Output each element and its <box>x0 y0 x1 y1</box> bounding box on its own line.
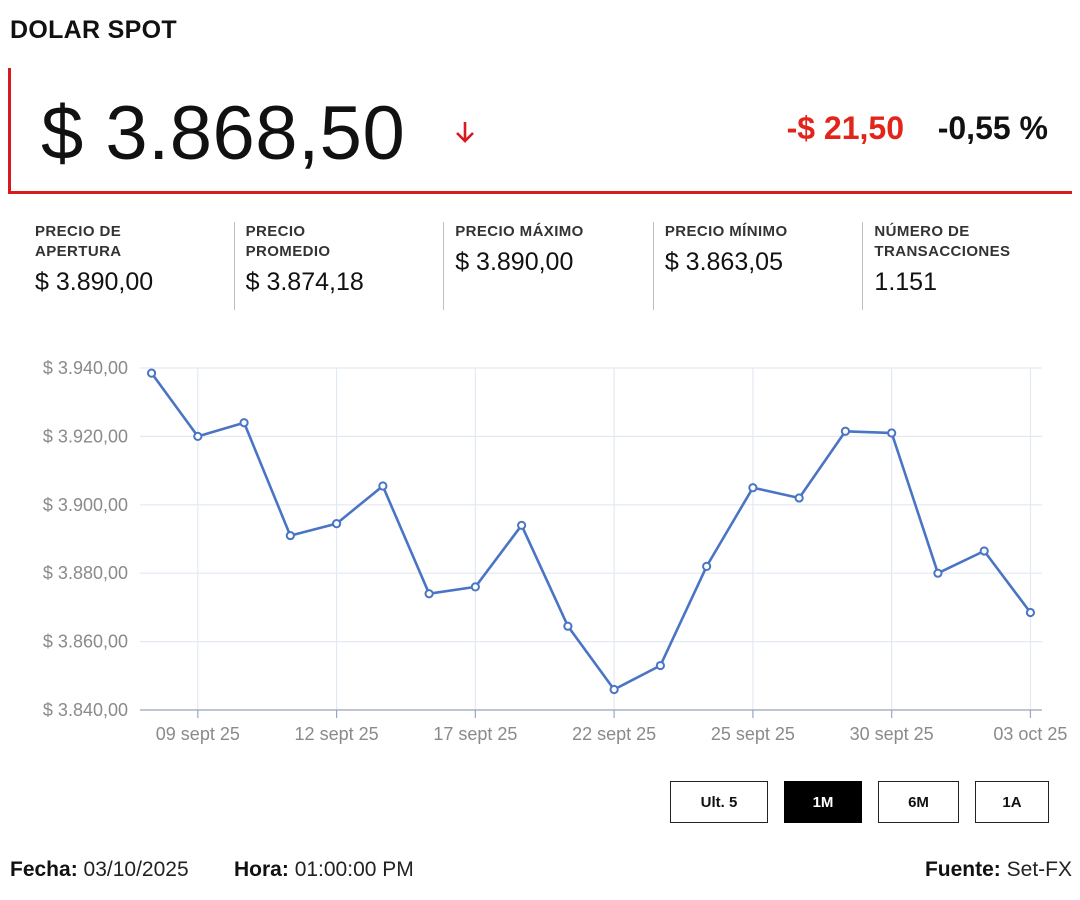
series-line <box>150 372 1032 691</box>
data-point <box>517 520 527 530</box>
stat-value: $ 3.890,00 <box>455 248 574 276</box>
x-tick-label: 22 sept 25 <box>572 724 656 744</box>
data-point <box>563 621 573 631</box>
stat-value: $ 3.890,00 <box>35 268 154 296</box>
data-point <box>887 428 897 438</box>
data-point <box>193 431 203 442</box>
stat-label: PRECIO MÍNIMO <box>664 223 788 240</box>
y-tick-label: $ 3.880,00 <box>43 563 128 583</box>
price-panel: $ 3.868,50 -$ 21,50 -0,55 % <box>8 68 1072 194</box>
stats-row: PRECIO DE APERTURA $ 3.890,00 PRECIO PRO… <box>24 222 1072 310</box>
range-button-6m[interactable]: 6M <box>878 781 959 823</box>
range-button-1a[interactable]: 1A <box>975 781 1049 823</box>
range-button-1m[interactable]: 1M <box>784 781 862 823</box>
data-point <box>979 546 989 556</box>
stat-value: 1.151 <box>874 268 937 296</box>
y-tick-label: $ 3.940,00 <box>43 358 128 378</box>
x-tick-label: 17 sept 25 <box>433 724 517 744</box>
y-tick-label: $ 3.900,00 <box>43 495 128 515</box>
footer-time: Hora: 01:00:00 PM <box>234 858 414 882</box>
stat-label: NÚMERO DE TRANSACCIONES <box>874 223 1011 260</box>
y-tick-label: $ 3.860,00 <box>43 632 128 652</box>
arrow-down-icon <box>456 122 474 143</box>
data-point <box>285 530 295 541</box>
x-tick-label: 03 oct 25 <box>993 724 1067 744</box>
data-point <box>378 481 388 491</box>
stat-label: PRECIO DE APERTURA <box>35 223 122 260</box>
data-point <box>702 561 712 571</box>
data-point <box>239 418 249 428</box>
date-label: Fecha: <box>10 858 78 881</box>
page-title: DOLAR SPOT <box>10 16 177 44</box>
data-point <box>794 493 804 503</box>
price-change-absolute: -$ 21,50 <box>786 110 904 146</box>
data-point <box>146 368 157 378</box>
date-value: 03/10/2025 <box>83 858 189 881</box>
data-point <box>1025 607 1036 618</box>
time-value: 01:00:00 PM <box>294 858 414 881</box>
data-point <box>424 589 434 599</box>
data-point <box>840 426 851 436</box>
footer-source: Fuente: Set-FX <box>925 858 1072 882</box>
data-point <box>470 582 480 592</box>
range-button-ult5[interactable]: Ult. 5 <box>670 781 768 823</box>
stat-value: $ 3.863,05 <box>664 248 783 276</box>
time-label: Hora: <box>234 858 289 881</box>
data-point <box>655 660 665 671</box>
source-value: Set-FX <box>1006 858 1072 881</box>
footer-date: Fecha: 03/10/2025 <box>10 858 189 882</box>
y-tick-label: $ 3.920,00 <box>43 426 128 446</box>
stat-min-price: PRECIO MÍNIMO $ 3.863,05 <box>652 222 863 310</box>
x-tick-label: 30 sept 25 <box>850 724 934 744</box>
data-point <box>331 519 342 529</box>
x-tick-label: 25 sept 25 <box>711 724 795 744</box>
data-point <box>609 684 619 695</box>
stat-opening-price: PRECIO DE APERTURA $ 3.890,00 <box>24 222 234 310</box>
x-tick-label: 12 sept 25 <box>295 724 379 744</box>
current-price: $ 3.868,50 <box>41 91 406 176</box>
y-tick-label: $ 3.840,00 <box>43 700 128 720</box>
stat-average-price: PRECIO PROMEDIO $ 3.874,18 <box>233 222 444 310</box>
data-point <box>748 483 758 493</box>
price-change-percent: -0,55 % <box>937 110 1048 146</box>
x-tick-label: 09 sept 25 <box>156 724 240 744</box>
stat-transactions: NÚMERO DE TRANSACCIONES 1.151 <box>862 222 1072 310</box>
price-line-chart: $ 3.940,00 $ 3.920,00 $ 3.900,00 $ 3.880,00… <box>43 358 1068 744</box>
stat-max-price: PRECIO MÁXIMO $ 3.890,00 <box>443 222 653 310</box>
data-point <box>933 568 943 578</box>
stat-label: PRECIO MÁXIMO <box>455 223 584 240</box>
stat-label: PRECIO PROMEDIO <box>245 223 331 260</box>
source-label: Fuente: <box>924 858 1001 881</box>
stat-value: $ 3.874,18 <box>245 268 364 296</box>
